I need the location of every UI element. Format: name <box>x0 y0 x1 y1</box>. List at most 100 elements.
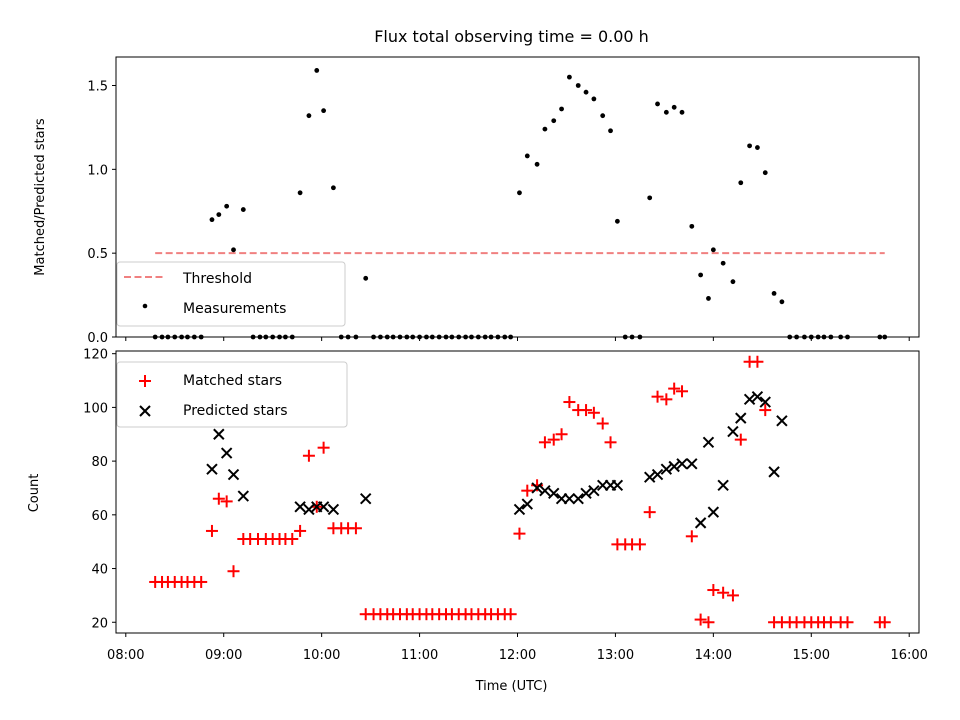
predicted-star-marker <box>702 436 715 449</box>
predicted-star-marker-b <box>521 498 533 510</box>
matched-star-marker <box>726 589 739 602</box>
predicted-star-marker-b <box>776 415 788 427</box>
matched-star-marker <box>668 382 681 395</box>
count-y-axis-label: Count <box>27 474 42 513</box>
matched-star-marker <box>563 396 576 409</box>
predicted-star-marker-b <box>768 466 780 478</box>
predicted-star-marker <box>643 471 656 483</box>
time-x-tick-label: 12:00 <box>499 648 536 663</box>
predicted-star-marker <box>768 466 780 478</box>
measurement-point <box>224 203 230 209</box>
matched-star-marker <box>349 522 362 535</box>
predicted-star-marker-b <box>531 482 543 494</box>
predicted-star-marker <box>588 484 600 497</box>
predicted-star-marker-b <box>651 468 664 481</box>
measurement-point <box>747 143 752 149</box>
time-x-tick-label: 11:00 <box>401 648 438 663</box>
predicted-star-marker-b <box>317 501 330 513</box>
predicted-star-marker <box>206 463 218 475</box>
predicted-star-marker-b <box>759 396 771 408</box>
predicted-star-marker <box>776 415 788 427</box>
matched-star-marker <box>751 355 764 368</box>
predicted-star-marker-b <box>727 425 739 438</box>
time-x-tick-label: 13:00 <box>597 648 634 663</box>
predicted-star-marker-b <box>707 506 720 518</box>
legend-measurements-swatch <box>142 303 148 309</box>
predicted-star-marker-b <box>686 458 698 470</box>
measurement-point <box>771 291 777 296</box>
predicted-star-marker-b <box>206 463 218 475</box>
measurement-point <box>591 96 597 102</box>
legend-threshold-label: Threshold <box>182 271 252 287</box>
matched-star-marker <box>702 616 715 629</box>
matched-star-marker <box>227 565 240 578</box>
matched-star-marker <box>633 538 646 551</box>
predicted-star-marker <box>759 396 771 408</box>
predicted-star-marker <box>327 503 340 516</box>
matched-star-marker <box>212 492 225 505</box>
matched-star-marker <box>513 527 526 540</box>
measurement-point <box>542 126 548 132</box>
count-y-tick-label: 100 <box>83 401 108 416</box>
matched-star-marker <box>531 479 544 492</box>
legend-matched-swatch <box>139 375 151 387</box>
measurement-point <box>671 104 677 110</box>
ratio-plot-frame <box>115 56 920 338</box>
predicted-star-marker-b <box>743 393 756 406</box>
predicted-star-marker <box>694 517 707 529</box>
measurement-point <box>600 113 606 119</box>
predicted-star-marker <box>539 484 551 497</box>
predicted-star-marker <box>317 501 330 513</box>
ratio-y-tick-label: 0.0 <box>87 331 108 346</box>
predicted-star-marker-b <box>360 493 372 505</box>
predicted-star-marker-b <box>563 493 576 505</box>
count-y-tick-label: 120 <box>83 348 108 363</box>
predicted-star-marker-b <box>660 463 673 475</box>
matched-star-marker <box>547 433 560 446</box>
measurement-point <box>730 279 736 285</box>
count-plot: 20 40 60 80 100 120 08:00 09:00 10:00 11:00 12:00… <box>27 348 928 694</box>
predicted-star-marker-b <box>588 484 600 497</box>
predicted-star-marker <box>220 447 233 459</box>
predicted-star-marker <box>548 487 560 500</box>
matched-star-marker <box>651 390 664 403</box>
matched-star-marker <box>643 506 656 519</box>
time-x-tick-label: 14:00 <box>695 648 732 663</box>
predicted-star-marker <box>303 503 315 516</box>
predicted-star-marker <box>360 493 372 505</box>
predicted-star-marker-b <box>735 412 747 424</box>
predicted-star-marker-b <box>580 487 592 500</box>
measurement-point <box>608 128 613 134</box>
measurement-point <box>297 190 303 196</box>
count-plot-frame <box>115 350 920 634</box>
predicted-star-marker <box>707 506 720 518</box>
measurement-point <box>306 113 312 119</box>
measurement-point <box>663 109 669 115</box>
predicted-star-marker-b <box>548 487 560 500</box>
predicted-star-marker-b <box>702 436 715 449</box>
chart-title: Flux total observing time = 0.00 h <box>374 27 649 46</box>
measurement-point <box>710 247 716 253</box>
predicted-star-marker-b <box>539 484 551 497</box>
count-y-tick-label: 20 <box>91 616 108 631</box>
matched-star-marker <box>717 586 730 599</box>
ratio-y-tick-label: 1.5 <box>87 80 108 95</box>
ratio-y-axis-label: Matched/Predicted stars <box>33 118 48 276</box>
predicted-star-marker-b <box>513 503 526 516</box>
count-y-tick-label: 80 <box>91 455 108 470</box>
measurement-point <box>679 109 685 115</box>
predicted-star-marker <box>743 393 756 406</box>
predicted-star-marker <box>735 412 747 424</box>
matched-star-marker <box>596 417 609 430</box>
measurement-point <box>647 195 653 201</box>
legend-measurements-label: Measurements <box>183 301 286 317</box>
predicted-star-marker <box>727 425 739 438</box>
time-x-axis-label: Time (UTC) <box>475 679 548 694</box>
predicted-star-marker-b <box>751 390 764 403</box>
predicted-star-marker <box>513 503 526 516</box>
measurement-point <box>534 161 540 167</box>
measurement-point <box>314 68 320 73</box>
measurement-point <box>330 185 336 191</box>
predicted-star-marker <box>651 468 664 481</box>
measurement-point <box>517 190 522 196</box>
